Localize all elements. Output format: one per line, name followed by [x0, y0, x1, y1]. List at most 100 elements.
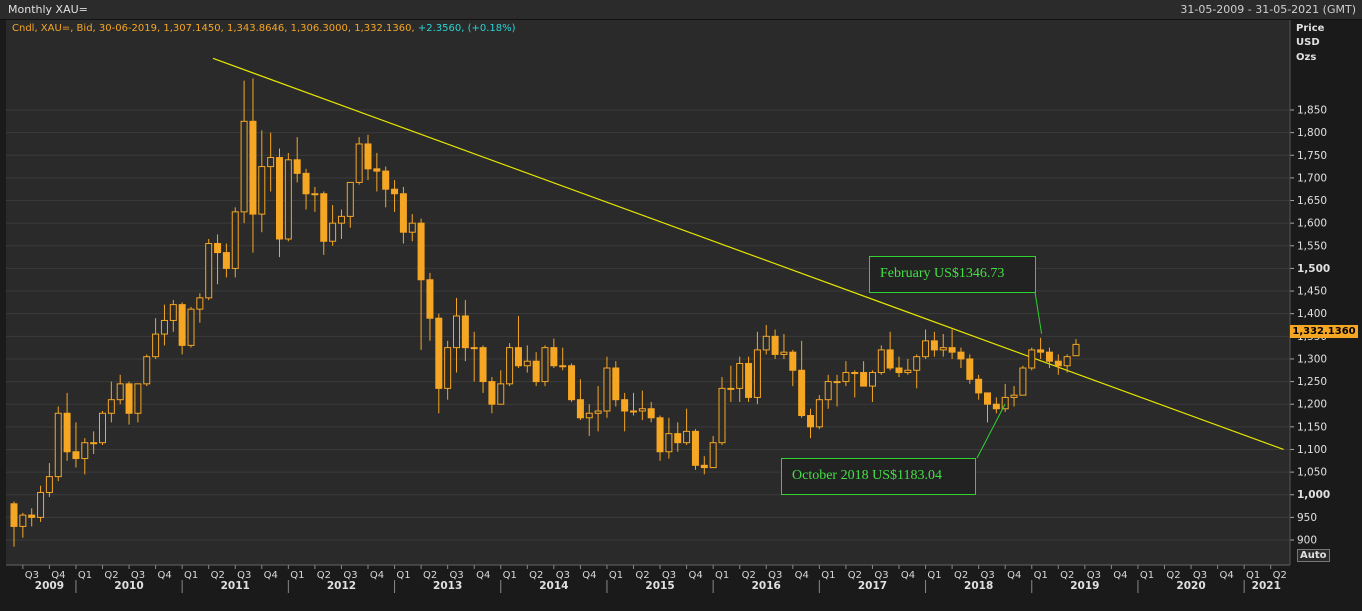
quarter-label: Q3 [450, 570, 464, 581]
candle-up [709, 442, 717, 469]
candle-up [603, 367, 611, 412]
chart-header: Monthly XAU= 31-05-2009 - 31-05-2021 (GM… [0, 0, 1362, 20]
candle-down [214, 243, 222, 254]
quarter-label: Q4 [157, 570, 171, 581]
candle-up [160, 319, 168, 335]
quarter-label: Q2 [635, 570, 649, 581]
candle-up [205, 243, 213, 299]
quarter-label: Q3 [1087, 570, 1101, 581]
candle-down [992, 403, 1000, 410]
candle-up [780, 351, 788, 355]
candle-up [1063, 356, 1071, 367]
quarter-label: Q4 [582, 570, 596, 581]
candle-up [45, 476, 53, 493]
y-tick-label: 1,800 [1297, 127, 1327, 139]
candle-down [302, 172, 310, 195]
candle-up [665, 433, 673, 453]
annotation-october-2018[interactable]: October 2018 US$1183.04 [781, 458, 976, 495]
candle-up [143, 356, 151, 385]
candle-down [1045, 351, 1053, 362]
quarter-label: Q1 [396, 570, 410, 581]
candle-down [807, 415, 814, 428]
candle-down [72, 451, 80, 460]
year-label: 2011 [221, 580, 250, 592]
last-price-tag: 1,332.1360 [1290, 325, 1358, 338]
quarter-label: Q1 [821, 570, 835, 581]
quarter-label: Q1 [184, 570, 198, 581]
candle-down [948, 347, 956, 353]
year-label: 2020 [1176, 580, 1205, 592]
year-label: 2017 [858, 580, 887, 592]
quarter-label: Q3 [768, 570, 782, 581]
candle-down [10, 503, 18, 527]
quarter-label: Q3 [25, 570, 39, 581]
annotation-february[interactable]: February US$1346.73 [869, 256, 1036, 293]
quarter-label: Q1 [609, 570, 623, 581]
candle-up [585, 412, 593, 419]
y-tick-label: 1,700 [1297, 172, 1327, 184]
candle-up [559, 365, 567, 368]
candle-down [249, 120, 257, 215]
candle-up [187, 308, 195, 346]
y-axis-header-price: Price [1296, 23, 1325, 34]
candle-down [975, 378, 983, 394]
quarter-label: Q2 [848, 570, 862, 581]
candle-up [913, 356, 921, 371]
quarter-label: Q2 [211, 570, 225, 581]
candle-down [293, 159, 301, 174]
y-tick-label: 1,300 [1297, 353, 1327, 365]
candle-up [152, 333, 160, 358]
candle-down [568, 365, 576, 401]
candle-up [506, 347, 514, 385]
candle-down [63, 412, 71, 453]
candle-up [311, 193, 319, 196]
year-label: 2019 [1070, 580, 1099, 592]
quarter-label: Q3 [343, 570, 357, 581]
candle-up [267, 157, 275, 168]
quarter-label: Q4 [476, 570, 490, 581]
candle-up [19, 514, 27, 527]
auto-scale-button[interactable]: Auto [1297, 549, 1330, 562]
quarter-label: Q1 [290, 570, 304, 581]
candle-up [470, 347, 478, 350]
quarter-label: Q3 [874, 570, 888, 581]
candle-up [922, 340, 930, 358]
y-tick-label: 1,000 [1297, 489, 1330, 501]
quarter-label: Q2 [423, 570, 437, 581]
quarter-label: Q2 [104, 570, 118, 581]
candle-down [125, 383, 133, 414]
y-tick-label: 1,400 [1297, 308, 1327, 320]
quarter-label: Q2 [317, 570, 331, 581]
candle-up [762, 335, 770, 351]
date-range[interactable]: 31-05-2009 - 31-05-2021 (GMT) [1180, 3, 1356, 16]
candle-up [196, 297, 204, 310]
candle-up [337, 215, 345, 224]
candle-up [877, 349, 885, 374]
candle-up [541, 347, 549, 383]
candle-down [479, 347, 487, 383]
quarter-label: Q3 [981, 570, 995, 581]
candle-up [81, 442, 89, 460]
candle-down [745, 362, 753, 398]
y-tick-label: 1,250 [1297, 376, 1327, 388]
candle-down [895, 367, 903, 374]
year-label: 2013 [433, 580, 462, 592]
candle-down [789, 351, 797, 371]
candle-up [1001, 396, 1009, 410]
year-label: 2010 [114, 580, 143, 592]
plot-area[interactable] [6, 20, 1290, 565]
quarter-label: Q4 [370, 570, 384, 581]
quarter-label: Q1 [1034, 570, 1048, 581]
candle-up [116, 383, 124, 401]
candle-up [638, 408, 646, 412]
y-tick-label: 1,100 [1297, 444, 1327, 456]
candle-down [691, 430, 699, 466]
candle-up [408, 222, 416, 233]
quarter-label: Q2 [954, 570, 968, 581]
candle-up [107, 399, 115, 414]
quarter-label: Q3 [131, 570, 145, 581]
candle-down [399, 193, 407, 233]
candle-up [329, 222, 337, 242]
candle-up [939, 347, 947, 351]
